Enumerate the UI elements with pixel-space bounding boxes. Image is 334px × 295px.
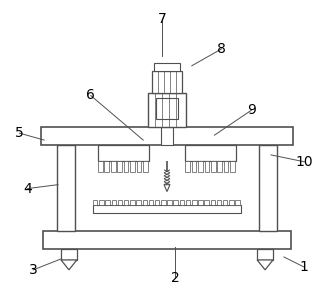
Bar: [217, 201, 221, 205]
Text: 2: 2: [171, 271, 179, 285]
Bar: [93, 201, 98, 205]
Bar: [211, 161, 216, 172]
Bar: [130, 161, 135, 172]
Text: 7: 7: [158, 12, 166, 26]
Polygon shape: [257, 260, 273, 270]
Bar: [192, 161, 196, 172]
Bar: [229, 201, 234, 205]
Bar: [198, 161, 203, 172]
Text: 10: 10: [296, 155, 314, 169]
Bar: [257, 249, 273, 260]
Text: 4: 4: [23, 182, 32, 196]
Text: 8: 8: [217, 42, 226, 56]
Bar: [204, 161, 209, 172]
Bar: [230, 161, 235, 172]
Bar: [156, 99, 178, 119]
Bar: [223, 201, 227, 205]
Bar: [124, 201, 128, 205]
Bar: [111, 161, 116, 172]
Bar: [124, 161, 129, 172]
Bar: [148, 93, 186, 127]
Bar: [98, 145, 149, 161]
Bar: [152, 71, 182, 93]
Bar: [192, 201, 196, 205]
Bar: [173, 201, 178, 205]
Bar: [117, 161, 122, 172]
Polygon shape: [164, 185, 170, 191]
Text: 6: 6: [86, 88, 95, 102]
Bar: [198, 201, 203, 205]
Bar: [112, 201, 116, 205]
Bar: [57, 145, 75, 231]
Bar: [259, 145, 277, 231]
Text: 5: 5: [15, 126, 24, 140]
Bar: [235, 201, 240, 205]
Bar: [186, 201, 190, 205]
Bar: [93, 205, 241, 213]
Polygon shape: [61, 260, 77, 270]
Bar: [98, 161, 103, 172]
Bar: [161, 127, 173, 145]
Bar: [149, 201, 153, 205]
Bar: [41, 127, 293, 145]
Bar: [106, 201, 110, 205]
Bar: [105, 161, 109, 172]
Bar: [161, 201, 166, 205]
Text: 1: 1: [299, 260, 308, 274]
Bar: [43, 231, 291, 249]
Bar: [61, 249, 77, 260]
Bar: [185, 145, 236, 161]
Bar: [211, 201, 215, 205]
Bar: [180, 201, 184, 205]
Bar: [143, 201, 147, 205]
Bar: [167, 201, 172, 205]
Bar: [118, 201, 122, 205]
Bar: [137, 161, 141, 172]
Bar: [224, 161, 228, 172]
Bar: [185, 161, 190, 172]
Text: 3: 3: [29, 263, 38, 277]
Bar: [143, 161, 148, 172]
Text: 9: 9: [247, 103, 256, 117]
Bar: [155, 201, 159, 205]
Bar: [99, 201, 104, 205]
Bar: [154, 63, 180, 71]
Bar: [130, 201, 135, 205]
Bar: [217, 161, 222, 172]
Bar: [204, 201, 209, 205]
Bar: [136, 201, 141, 205]
